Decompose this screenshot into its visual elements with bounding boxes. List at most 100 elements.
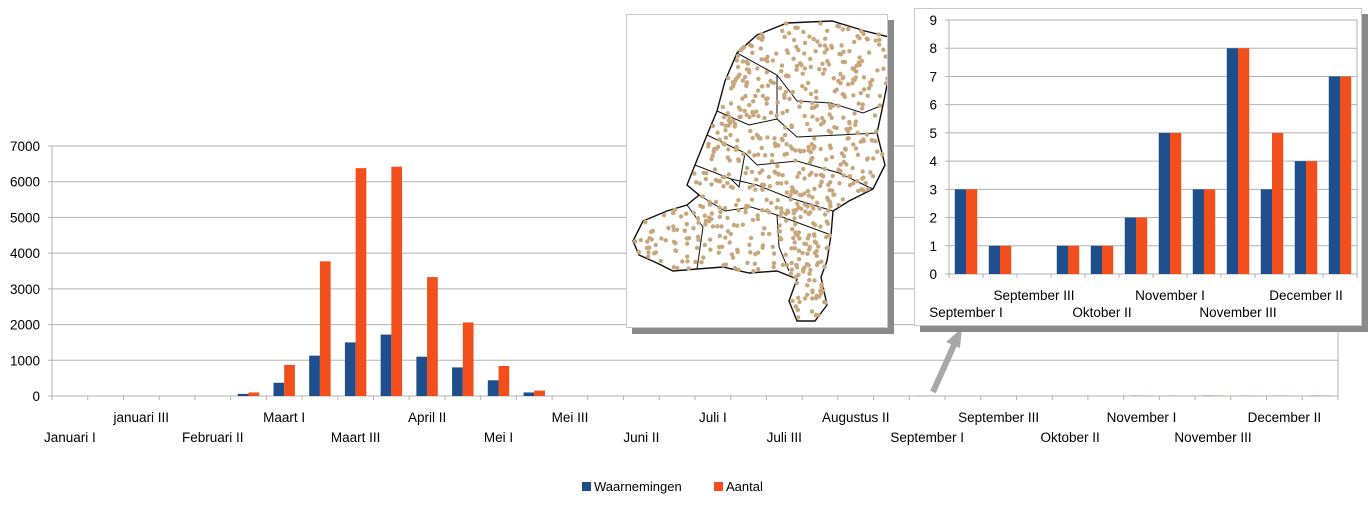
observation-dot	[861, 31, 866, 37]
observation-dot	[831, 192, 836, 197]
observation-dot	[802, 296, 808, 301]
observation-dot	[794, 280, 800, 286]
observation-dot	[798, 214, 803, 220]
observation-dot	[632, 239, 638, 244]
observation-dot	[801, 166, 806, 172]
observation-dot	[717, 205, 722, 210]
observation-dot	[750, 217, 756, 223]
observation-dot	[855, 179, 860, 184]
observation-dot	[828, 180, 833, 185]
observation-dot	[876, 32, 881, 37]
observation-dot	[763, 153, 768, 158]
observation-dot	[814, 253, 819, 259]
observation-dot	[829, 155, 835, 160]
x-category-label: September I	[890, 430, 964, 445]
bar-waarnemingen	[1056, 245, 1068, 274]
observation-dot	[851, 93, 856, 98]
observation-dot	[881, 66, 886, 71]
observation-dot	[819, 284, 824, 289]
x-category-label: Januari I	[44, 430, 96, 445]
observation-dot	[726, 147, 731, 152]
observation-dot	[717, 214, 723, 219]
observation-dot	[807, 271, 812, 276]
observation-dot	[765, 54, 770, 59]
observation-dot	[865, 156, 870, 161]
observation-dot	[757, 170, 762, 175]
observation-dot	[813, 89, 819, 94]
y-tick-label: 6	[929, 98, 937, 113]
inset-chart-y-axis: 0 1 2 3 4 5 6 7 8 9	[929, 13, 937, 282]
observation-dot	[700, 194, 705, 199]
observation-dot	[790, 89, 796, 95]
autumn-detail-panel: 0 1 2 3 4 5 6 7 8 9 September III November I Decemb…	[914, 8, 1362, 326]
observation-dot	[861, 188, 866, 193]
observation-dot	[866, 50, 872, 55]
observation-dot	[647, 236, 652, 241]
observation-dot	[643, 219, 648, 225]
observation-dot	[802, 202, 808, 207]
observation-dot	[827, 112, 832, 117]
observation-dot	[824, 234, 829, 240]
observation-dot	[810, 195, 815, 200]
observation-dot	[774, 205, 779, 210]
x-category-label: Maart III	[331, 430, 381, 445]
observation-dot	[844, 162, 849, 167]
observation-dot	[850, 165, 855, 171]
x-category-label: Mei III	[552, 410, 589, 425]
observation-dot	[877, 93, 883, 99]
observation-dot	[767, 184, 772, 189]
observation-dot	[827, 233, 832, 238]
observation-dot	[850, 66, 855, 71]
observation-dot	[712, 167, 718, 172]
bar-aantal	[1068, 245, 1080, 274]
observation-dot	[728, 231, 733, 237]
observation-dot	[735, 223, 740, 228]
observation-dot	[791, 37, 797, 43]
chart-legend: Waarnemingen Aantal	[582, 479, 763, 494]
observation-dot	[836, 167, 841, 172]
observation-dot	[726, 118, 731, 123]
bar-waarnemingen	[380, 334, 392, 396]
observation-dot	[753, 93, 758, 99]
observation-dot	[671, 265, 676, 270]
x-category-label: September III	[993, 288, 1074, 303]
observation-dot	[851, 142, 856, 147]
observation-dot	[814, 95, 819, 101]
observation-dot	[750, 183, 756, 188]
observation-dot	[720, 244, 725, 249]
observation-dot	[841, 173, 846, 178]
observation-dot	[795, 174, 800, 179]
bar-waarnemingen	[237, 393, 249, 396]
observation-dot	[710, 123, 716, 129]
observation-dot	[768, 110, 774, 115]
x-category-label: januari III	[113, 410, 170, 425]
observation-dot	[752, 153, 757, 158]
observation-dot	[756, 35, 761, 41]
observation-dot	[722, 115, 727, 120]
observation-dot	[653, 250, 659, 255]
observation-dot	[858, 90, 863, 96]
observation-dot	[740, 96, 745, 101]
observation-dot	[645, 254, 651, 259]
observation-dot	[806, 144, 811, 150]
observation-dot	[795, 295, 801, 300]
observation-dot	[775, 197, 780, 203]
observation-dot	[747, 115, 752, 120]
observation-dot	[715, 224, 720, 229]
observation-dot	[783, 252, 788, 257]
observation-dot	[691, 210, 696, 216]
bar-aantal	[319, 261, 331, 396]
observation-dot	[838, 71, 843, 77]
observation-dot	[794, 63, 800, 69]
observation-dot	[814, 248, 819, 254]
observation-dot	[725, 180, 730, 186]
observation-dot	[774, 51, 779, 56]
observation-dot	[748, 250, 753, 255]
bar-waarnemingen	[452, 367, 463, 396]
observation-dot	[742, 74, 748, 80]
observation-dot	[865, 93, 870, 99]
observation-dot	[646, 250, 651, 255]
observation-dot	[713, 199, 719, 205]
observation-dot	[811, 221, 816, 226]
observation-dot	[775, 164, 780, 169]
